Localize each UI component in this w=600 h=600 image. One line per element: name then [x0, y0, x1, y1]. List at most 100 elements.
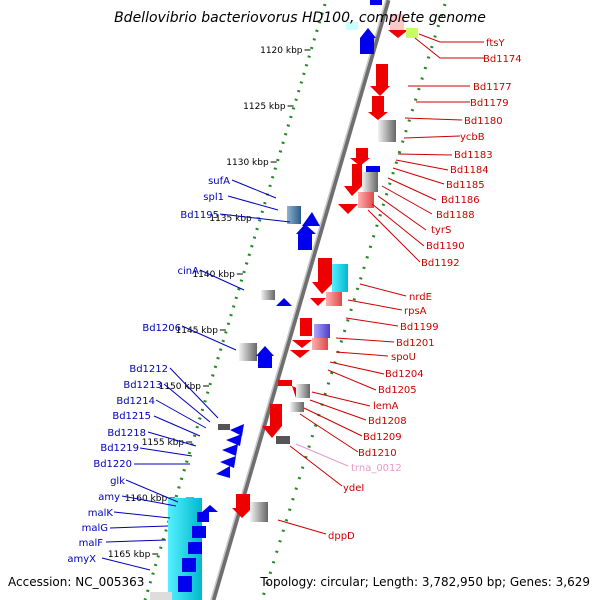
gene-arrow — [226, 434, 242, 446]
gene-label: cinA — [178, 266, 200, 277]
gene-label: malK — [88, 508, 114, 519]
gene-block — [314, 324, 330, 338]
gene-label: Bd1215 — [112, 411, 151, 422]
gene-label: ycbB — [460, 132, 485, 143]
gene-block — [358, 192, 374, 208]
leader-line — [295, 443, 349, 467]
gene-arrow — [216, 466, 230, 478]
gene-label: tyrS — [431, 225, 451, 236]
forward-strand-genes — [150, 0, 382, 600]
gene-block — [356, 148, 368, 158]
leader-line — [387, 177, 437, 201]
leader-line — [227, 195, 279, 211]
tick-label: 1160 kbp — [125, 494, 168, 504]
gene-label: ydeI — [343, 483, 364, 494]
tick-label: 1155 kbp — [142, 438, 185, 448]
leader-line — [113, 511, 171, 519]
gene-label: Bd1204 — [385, 369, 424, 380]
tick-label: 1150 kbp — [159, 382, 202, 392]
gene-arrow — [388, 30, 408, 38]
gene-block — [360, 38, 374, 54]
tick-label: 1130 kbp — [226, 158, 269, 168]
leader-line — [125, 479, 179, 503]
gene-block — [378, 120, 396, 142]
gene-block — [218, 424, 230, 430]
gene-block — [300, 318, 312, 336]
gene-arrow — [230, 424, 244, 436]
gene-label: malF — [79, 538, 104, 549]
leader-line — [299, 413, 359, 453]
gene-label: amyX — [67, 554, 96, 565]
reverse-strand-genes — [232, 14, 418, 522]
leader-line — [371, 203, 425, 247]
gene-label: lemA — [373, 401, 399, 412]
gene-block — [192, 526, 206, 538]
gene-label: dppD — [328, 531, 355, 542]
reverse-gene-labels: ftsY Bd1174 Bd1177 Bd1179 Bd1180 ycbB Bd… — [328, 38, 522, 542]
gene-block — [290, 402, 304, 412]
gene-label: Bd1212 — [129, 364, 168, 375]
gene-label: Bd1179 — [470, 98, 509, 109]
leader-line — [392, 167, 445, 185]
gene-label: nrdE — [409, 292, 432, 303]
leader-line — [109, 525, 169, 529]
gene-label: glk — [110, 476, 125, 487]
gene-block — [390, 14, 404, 30]
leader-line — [397, 153, 453, 156]
gene-label: Bd1185 — [446, 180, 485, 191]
gene-label: ftsY — [486, 38, 505, 49]
leader-line — [418, 33, 484, 43]
leader-line — [377, 195, 427, 231]
gene-label: Bd1184 — [450, 165, 489, 176]
leader-line — [309, 399, 367, 421]
leader-line — [153, 415, 201, 437]
gene-arrow — [256, 346, 274, 356]
gene-label: Bd1192 — [421, 258, 460, 269]
gene-label: sufA — [208, 176, 230, 187]
gene-arrow — [290, 350, 310, 358]
gene-block — [362, 172, 378, 192]
gene-block — [312, 338, 328, 350]
gene-arrow — [370, 86, 390, 96]
gene-label: Bd1174 — [483, 54, 522, 65]
gene-label: Bd1177 — [473, 82, 512, 93]
gene-arrow — [360, 28, 376, 38]
gene-block — [239, 343, 257, 361]
gene-arrow — [220, 456, 236, 468]
tick-label: 1120 kbp — [260, 46, 303, 56]
gene-label: Bd1220 — [93, 459, 132, 470]
gene-block — [250, 502, 268, 522]
leader-lines — [101, 33, 484, 571]
leader-line — [303, 407, 363, 437]
gene-label: Bd1209 — [363, 432, 402, 443]
gene-label: Bd1190 — [426, 241, 465, 252]
tick-labels: 1120 kbp 1125 kbp 1130 kbp 1135 kbp 1140 kbp… — [108, 46, 311, 560]
leader-line — [147, 431, 197, 447]
tick-label: 1140 kbp — [192, 270, 235, 280]
gene-label: spoU — [391, 352, 416, 363]
gene-arrow — [338, 204, 358, 214]
leader-line — [289, 445, 343, 487]
gene-label: amy — [98, 492, 120, 503]
gene-block — [352, 164, 362, 186]
gene-label: malG — [82, 523, 108, 534]
leader-line — [367, 209, 421, 263]
gene-block — [346, 22, 358, 30]
gene-block — [276, 436, 290, 444]
gene-label: Bd1214 — [116, 396, 155, 407]
leader-line — [219, 213, 291, 223]
gene-arrow — [312, 282, 334, 294]
gene-label: Bd1195 — [180, 210, 219, 221]
gene-block — [178, 576, 192, 592]
gene-arrow — [276, 298, 292, 306]
tick-label: 1135 kbp — [209, 214, 252, 224]
leader-line — [335, 337, 395, 343]
leader-line — [311, 391, 371, 407]
leader-line — [199, 269, 245, 291]
gene-block — [406, 28, 418, 38]
gene-block — [261, 290, 275, 300]
gene-block — [332, 264, 348, 292]
leader-line — [105, 539, 167, 543]
gene-label: Bd1205 — [378, 385, 417, 396]
gene-block — [287, 206, 301, 224]
